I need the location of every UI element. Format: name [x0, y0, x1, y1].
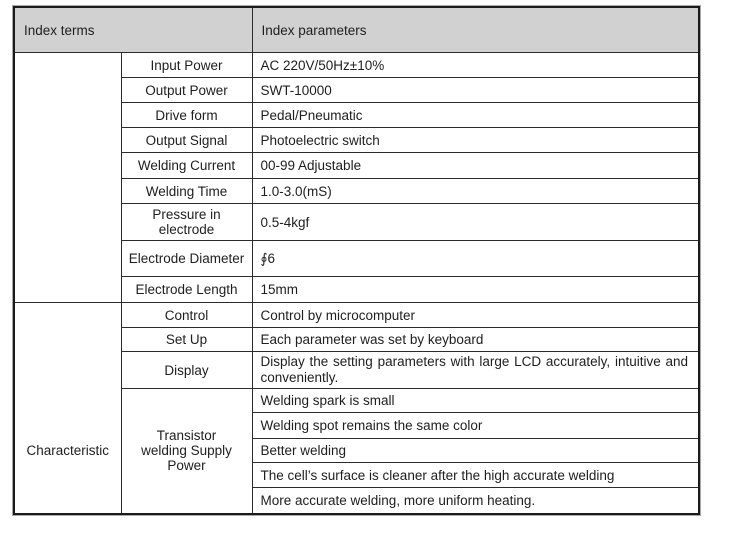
table-row: Drive form Pedal/Pneumatic — [14, 102, 700, 128]
value-cell: Display the setting parameters with larg… — [251, 351, 700, 389]
spec-table: Index terms Index parameters Input Power… — [13, 6, 700, 515]
table-row: Characteristic Control Control by microc… — [13, 302, 700, 514]
group-cell-characteristic: Characteristic — [13, 302, 122, 514]
term-cell: Welding Current — [120, 152, 253, 179]
value-cell: Pedal/Pneumatic — [251, 102, 700, 128]
term-cell: Input Power — [120, 52, 253, 78]
table-row: Better welding — [14, 438, 700, 463]
value-cell: Control by microcomputer — [251, 302, 700, 328]
table-row: Input Power AC 220V/50Hz±10% — [13, 52, 700, 303]
table-row: Output Power SWT-10000 — [14, 77, 700, 103]
term-cell: Output Power — [120, 77, 253, 103]
term-cell: Pressure in electrode — [120, 203, 253, 241]
value-cell: SWT-10000 — [251, 77, 700, 103]
header-index-parameters: Index parameters — [251, 6, 700, 53]
term-cell: Drive form — [120, 102, 253, 128]
term-label: Transistor welding Supply Power — [141, 428, 232, 474]
value-cell: Each parameter was set by keyboard — [251, 327, 700, 352]
value-cell: Welding spot remains the same color — [251, 412, 700, 439]
table-row: Pressure in electrode 0.5-4kgf — [14, 203, 700, 241]
table-row: Welding spot remains the same color — [14, 412, 700, 439]
table-row: Electrode Length 15mm — [14, 276, 700, 303]
group-cell-blank — [13, 52, 122, 303]
table-row: Display Display the setting parameters w… — [14, 351, 700, 389]
term-cell: Set Up — [120, 327, 253, 352]
term-cell: Control — [120, 302, 253, 328]
table-row: Welding Current 00-99 Adjustable — [14, 152, 700, 179]
value-cell: The cell’s surface is cleaner after the … — [251, 462, 700, 488]
table-row: More accurate welding, more uniform heat… — [14, 487, 700, 514]
header-index-terms: Index terms — [13, 6, 253, 53]
term-cell: Electrode Diameter — [120, 240, 253, 277]
value-cell: Welding spark is small — [251, 388, 700, 413]
value-cell: ∮6 — [251, 240, 700, 277]
header-row: Index terms Index parameters — [13, 6, 700, 53]
value-cell: 1.0-3.0(mS) — [251, 178, 700, 204]
term-cell-transistor: Transistor welding Supply Power — [120, 388, 253, 514]
table-row: Output Signal Photoelectric switch — [14, 127, 700, 153]
term-cell: Welding Time — [120, 178, 253, 204]
term-cell: Display — [120, 351, 253, 389]
value-cell: More accurate welding, more uniform heat… — [251, 487, 700, 514]
term-cell: Output Signal — [120, 127, 253, 153]
term-cell: Electrode Length — [120, 276, 253, 303]
value-cell: 00-99 Adjustable — [251, 152, 700, 179]
value-cell: Photoelectric switch — [251, 127, 700, 153]
table-row: Transistor welding Supply Power Welding … — [14, 388, 700, 514]
value-cell: AC 220V/50Hz±10% — [251, 52, 700, 78]
value-cell: Better welding — [251, 438, 700, 463]
value-cell: 15mm — [251, 276, 700, 303]
value-cell: 0.5-4kgf — [251, 203, 700, 241]
table-row: Welding Time 1.0-3.0(mS) — [14, 178, 700, 204]
